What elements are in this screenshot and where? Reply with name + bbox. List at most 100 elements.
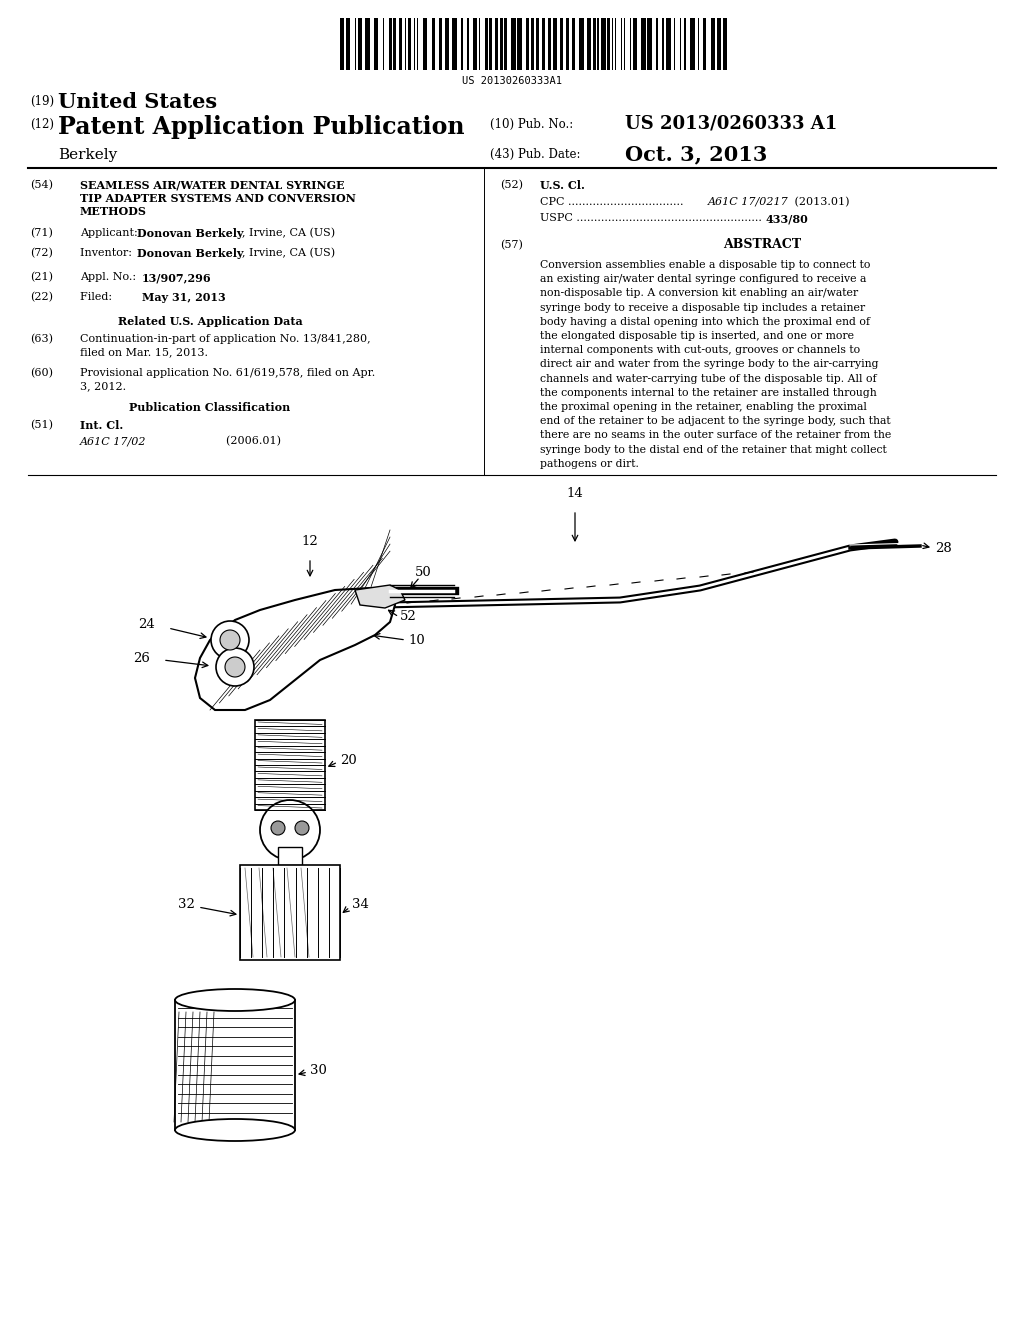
Bar [473,18,477,70]
Text: 3, 2012.: 3, 2012. [80,381,126,391]
Bar [621,18,623,70]
Bar [414,18,416,70]
Text: Donovan Berkely: Donovan Berkely [137,248,244,259]
Bar [366,18,370,70]
Bar [630,18,631,70]
Text: (2013.01): (2013.01) [791,197,850,207]
Text: 20: 20 [340,754,356,767]
Bar [560,18,563,70]
Text: (60): (60) [30,368,53,379]
Bar [593,18,596,70]
Text: USPC .....................................................: USPC ...................................… [540,213,762,223]
Text: ABSTRACT: ABSTRACT [723,238,801,251]
Bar [444,18,450,70]
Circle shape [220,630,240,649]
Text: Oct. 3, 2013: Oct. 3, 2013 [625,144,767,164]
Text: 14: 14 [566,487,584,500]
Bar [423,18,427,70]
Bar [611,18,613,70]
Text: Continuation-in-part of application No. 13/841,280,: Continuation-in-part of application No. … [80,334,371,345]
Text: (51): (51) [30,420,53,430]
Bar [667,18,671,70]
Bar [614,18,616,70]
Text: Related U.S. Application Data: Related U.S. Application Data [118,315,302,327]
Bar [439,18,442,70]
Bar [240,865,340,960]
Text: 12: 12 [302,535,318,548]
Bar [566,18,569,70]
Text: direct air and water from the syringe body to the air-carrying: direct air and water from the syringe bo… [540,359,879,370]
Text: (22): (22) [30,292,53,302]
Bar [697,18,699,70]
Text: May 31, 2013: May 31, 2013 [142,292,225,304]
Bar [496,18,498,70]
Text: United States: United States [58,92,217,112]
Text: , Irvine, CA (US): , Irvine, CA (US) [242,228,335,239]
Text: , Irvine, CA (US): , Irvine, CA (US) [242,248,335,259]
Bar [587,18,591,70]
Bar [479,18,480,70]
Bar [537,18,540,70]
Text: (71): (71) [30,228,53,239]
Bar [175,1001,295,1130]
Bar [357,18,362,70]
Text: 32: 32 [178,899,195,912]
Text: an existing air/water dental syringe configured to receive a: an existing air/water dental syringe con… [540,275,866,284]
Text: Provisional application No. 61/619,578, filed on Apr.: Provisional application No. 61/619,578, … [80,368,375,378]
Bar [278,847,302,865]
Bar [703,18,707,70]
Text: 30: 30 [310,1064,327,1077]
Bar [607,18,610,70]
Bar [504,18,507,70]
Bar [548,18,551,70]
Text: 10: 10 [408,634,425,647]
Bar [597,18,598,70]
Bar [601,18,606,70]
Bar [717,18,721,70]
Text: (54): (54) [30,180,53,190]
Bar [723,18,727,70]
Bar [543,18,546,70]
Text: the components internal to the retainer are installed through: the components internal to the retainer … [540,388,877,397]
Text: (52): (52) [500,180,523,190]
Circle shape [295,821,309,836]
Text: 28: 28 [935,541,951,554]
Bar [255,719,325,810]
Text: syringe body to receive a disposable tip includes a retainer: syringe body to receive a disposable tip… [540,302,865,313]
Text: Publication Classification: Publication Classification [129,403,291,413]
Text: the elongated disposable tip is inserted, and one or more: the elongated disposable tip is inserted… [540,331,854,341]
Bar [431,18,434,70]
Text: 24: 24 [138,619,155,631]
Text: Patent Application Publication: Patent Application Publication [58,115,465,139]
Text: 34: 34 [352,899,369,912]
Bar [461,18,463,70]
Text: TIP ADAPTER SYSTEMS AND CONVERSION: TIP ADAPTER SYSTEMS AND CONVERSION [80,193,356,205]
Bar [340,18,344,70]
Bar [526,18,529,70]
Bar [408,18,411,70]
Bar [383,18,384,70]
Text: 433/80: 433/80 [766,213,809,224]
Ellipse shape [175,989,295,1011]
Text: channels and water-carrying tube of the disposable tip. All of: channels and water-carrying tube of the … [540,374,877,384]
Bar [647,18,651,70]
Text: Donovan Berkely: Donovan Berkely [137,228,244,239]
Circle shape [211,620,249,659]
Bar [389,18,392,70]
Bar [489,18,493,70]
Text: Berkely: Berkely [58,148,118,162]
Text: A61C 17/02: A61C 17/02 [80,436,146,446]
Bar [417,18,418,70]
Text: A61C 17/0217: A61C 17/0217 [708,197,788,207]
Text: there are no seams in the outer surface of the retainer from the: there are no seams in the outer surface … [540,430,891,441]
Text: filed on Mar. 15, 2013.: filed on Mar. 15, 2013. [80,347,208,356]
Bar [684,18,686,70]
Bar [453,18,457,70]
Bar [530,18,534,70]
Bar [580,18,584,70]
Text: 52: 52 [400,610,417,623]
Text: body having a distal opening into which the proximal end of: body having a distal opening into which … [540,317,870,327]
Bar [406,18,407,70]
Text: (72): (72) [30,248,53,259]
Text: syringe body to the distal end of the retainer that might collect: syringe body to the distal end of the re… [540,445,887,454]
